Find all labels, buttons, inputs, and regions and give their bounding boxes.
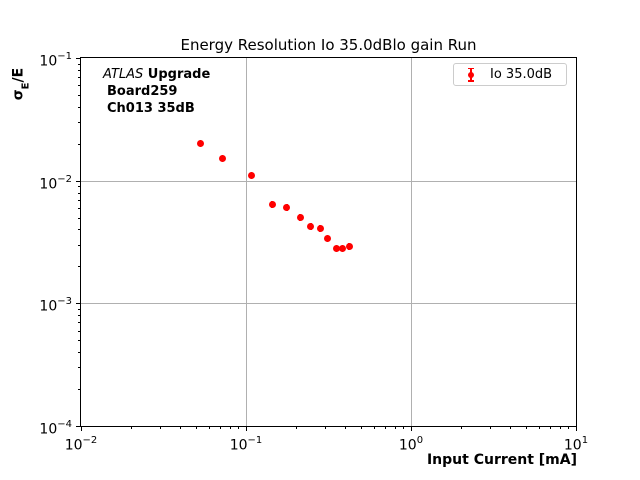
y-axis-minor-tick (78, 63, 81, 65)
y-axis-minor-tick (78, 192, 81, 194)
x-axis-minor-tick (526, 426, 528, 429)
data-point (345, 243, 353, 251)
y-axis-minor-tick (78, 229, 81, 231)
x-axis-minor-tick (345, 426, 347, 429)
y-axis-minor-tick (78, 244, 81, 246)
annotation-upgrade: Upgrade (143, 67, 211, 82)
x-axis-minor-tick (196, 426, 198, 429)
plot-annotation: ATLAS Upgrade Board259 Ch013 35dB (103, 66, 210, 117)
x-axis-minor-tick (395, 426, 396, 429)
data-point (268, 200, 276, 208)
data-point (333, 244, 341, 252)
data-point (218, 154, 226, 162)
y-axis-tick (76, 426, 81, 427)
x-axis-tick-label: 10−1 (229, 435, 263, 454)
y-axis-minor-tick (78, 367, 81, 369)
annotation-atlas: ATLAS (103, 67, 144, 82)
x-axis-minor-tick (295, 426, 297, 429)
x-axis-minor-tick (385, 426, 387, 429)
x-axis-minor-tick (489, 426, 491, 429)
x-axis-minor-tick (159, 426, 161, 429)
data-point (296, 214, 304, 222)
data-point (339, 244, 347, 252)
y-axis-minor-tick (78, 217, 81, 219)
y-axis-tick-label: 10−3 (39, 296, 72, 315)
y-axis-minor-tick (78, 77, 81, 78)
errorbar-icon (466, 67, 476, 83)
y-axis-minor-tick (78, 266, 81, 268)
x-axis-tick (411, 426, 412, 431)
y-axis-minor-tick (78, 186, 81, 188)
x-axis-minor-tick (568, 426, 570, 429)
y-axis-minor-tick (78, 322, 81, 324)
x-axis-minor-tick (130, 426, 132, 429)
y-axis-minor-tick (78, 106, 81, 108)
x-axis-tick-label: 100 (398, 435, 424, 454)
legend-label: Io 35.0dB (490, 67, 553, 82)
gridline (81, 180, 576, 182)
data-point (197, 139, 204, 147)
y-axis-label: σE/E (10, 67, 32, 101)
y-axis-minor-tick (78, 352, 81, 354)
y-axis-minor-tick (78, 85, 81, 87)
y-axis-minor-tick (78, 330, 81, 332)
y-axis-minor-tick (78, 94, 81, 96)
data-point (307, 223, 315, 231)
y-axis-label-sigma: σ (10, 89, 27, 101)
x-axis-minor-tick (180, 426, 182, 429)
data-point (323, 234, 331, 242)
x-axis-minor-tick (324, 426, 326, 429)
x-axis-tick-label: 10−2 (64, 435, 98, 454)
y-axis-tick (76, 303, 81, 305)
annotation-line-1: ATLAS Upgrade (103, 66, 210, 83)
data-point (248, 172, 255, 180)
y-axis-minor-tick (78, 315, 81, 317)
x-axis-label: Input Current [mA] (426, 452, 577, 468)
chart-title: Energy Resolution Io 35.0dBlo gain Run (180, 36, 477, 54)
data-point (283, 204, 291, 212)
y-axis-tick (76, 180, 81, 182)
y-axis-minor-tick (78, 340, 81, 342)
x-axis-minor-tick (403, 426, 405, 429)
x-axis-minor-tick (209, 426, 211, 429)
y-axis-minor-tick (78, 122, 81, 124)
x-axis-tick-label: 101 (563, 435, 589, 454)
x-axis-minor-tick (361, 426, 363, 429)
x-axis-tick (81, 426, 82, 431)
y-axis-label-sub: E (20, 82, 32, 90)
errorbar-dot (468, 71, 474, 78)
data-point (316, 224, 324, 232)
x-axis-minor-tick (550, 426, 552, 429)
x-axis-minor-tick (539, 426, 541, 429)
x-axis-minor-tick (460, 426, 462, 429)
y-axis-minor-tick (78, 69, 81, 71)
y-axis-minor-tick (78, 389, 81, 391)
x-axis-minor-tick (560, 426, 561, 429)
y-axis-tick-label: 10−1 (39, 51, 72, 70)
y-axis-minor-tick (78, 207, 81, 209)
gridline (246, 58, 247, 426)
legend: Io 35.0dB (453, 63, 567, 86)
x-axis-minor-tick (230, 426, 231, 429)
x-axis-tick (246, 426, 247, 431)
x-axis-minor-tick (510, 426, 512, 429)
y-axis-tick-label: 10−4 (39, 419, 72, 438)
plot-area: 10−2 10−1 100 101 10−1 10−2 10−3 10−4 (39, 51, 588, 454)
y-axis-label-rest: /E (10, 67, 27, 83)
annotation-line-3: Ch013 35dB (107, 101, 195, 116)
y-axis-tick (76, 58, 81, 59)
x-axis-minor-tick (220, 426, 222, 429)
y-axis-minor-tick (78, 199, 81, 201)
y-axis-minor-tick (78, 308, 81, 310)
y-axis-tick-label: 10−2 (39, 173, 72, 193)
gridline (81, 303, 576, 305)
x-axis-minor-tick (238, 426, 240, 429)
x-axis-minor-tick (374, 426, 376, 429)
annotation-line-2: Board259 (107, 84, 178, 99)
gridline (411, 58, 412, 426)
x-axis-tick (576, 426, 577, 431)
y-axis-minor-tick (78, 143, 81, 145)
errorbar-cap-bottom (468, 80, 474, 82)
